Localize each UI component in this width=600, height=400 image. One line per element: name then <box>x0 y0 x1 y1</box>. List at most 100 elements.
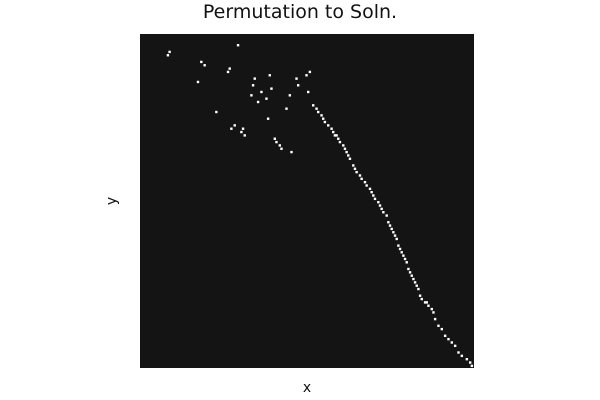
heatmap-cell <box>408 271 412 274</box>
heatmap-cell <box>415 284 418 287</box>
heatmap-cell <box>256 100 260 104</box>
heatmap-cell <box>397 244 400 247</box>
heatmap-cell <box>343 147 347 150</box>
heatmap-cell <box>268 74 271 77</box>
heatmap-cell <box>290 150 293 154</box>
heatmap-cell <box>270 87 273 90</box>
heatmap-cell <box>407 267 410 271</box>
heatmap-cell <box>265 97 268 100</box>
heatmap-cell <box>433 317 437 321</box>
heatmap-cell <box>358 174 362 177</box>
x-axis-label: x <box>302 380 312 396</box>
heatmap-cell <box>295 77 298 80</box>
heatmap-cell <box>353 167 357 170</box>
heatmap-cell <box>315 107 318 110</box>
heatmap-cell <box>355 170 358 174</box>
heatmap-cell <box>423 301 427 304</box>
heatmap-cell <box>425 301 428 304</box>
heatmap-background <box>140 34 474 368</box>
heatmap-cell <box>241 127 245 130</box>
heatmap-cell <box>447 337 450 341</box>
heatmap-cell <box>382 211 385 214</box>
heatmap-cell <box>427 304 430 307</box>
heatmap-cell <box>393 234 397 237</box>
heatmap-cell <box>230 127 233 130</box>
heatmap-cell <box>250 94 253 97</box>
heatmap-cell <box>285 107 288 110</box>
heatmap-cell <box>453 344 457 348</box>
heatmap-cell <box>418 294 422 297</box>
heatmap-cell <box>240 130 243 134</box>
heatmap-cell <box>347 154 350 157</box>
heatmap-cell <box>390 227 393 231</box>
heatmap-cells <box>166 44 474 368</box>
heatmap-cell <box>377 201 380 204</box>
heatmap-cell <box>236 44 240 47</box>
heatmap-cell <box>243 134 246 137</box>
heatmap-cell <box>417 287 420 291</box>
heatmap-cell <box>196 80 200 84</box>
heatmap-cell <box>273 137 276 140</box>
heatmap-cell <box>253 77 256 80</box>
heatmap-cell <box>260 90 263 94</box>
heatmap-cell <box>413 281 417 284</box>
heatmap-cell <box>405 261 408 264</box>
heatmap-cell <box>215 110 218 114</box>
chart-title: Permutation to Soln. <box>202 1 398 23</box>
heatmap-cell <box>312 104 315 107</box>
heatmap-cell <box>388 224 392 227</box>
heatmap-cell <box>330 127 333 130</box>
heatmap-cell <box>348 157 352 160</box>
heatmap-cell <box>385 214 388 217</box>
heatmap-cell <box>450 341 454 344</box>
heatmap-cell <box>307 90 310 94</box>
heatmap-cell <box>370 190 373 194</box>
heatmap-cell <box>437 324 440 327</box>
heatmap-cell <box>420 297 423 301</box>
heatmap-cell <box>412 277 415 281</box>
heatmap-cell <box>432 311 435 314</box>
heatmap-cell <box>395 237 398 241</box>
heatmap-cell <box>457 351 460 354</box>
heatmap-cell <box>305 74 308 77</box>
heatmap-cell <box>327 124 330 127</box>
heatmap-cell <box>342 144 345 147</box>
heatmap-cell <box>168 50 171 54</box>
heatmap-cell <box>332 130 335 134</box>
heatmap-cell <box>365 184 368 187</box>
heatmap-cell <box>266 117 270 120</box>
heatmap-cell <box>430 307 433 311</box>
heatmap-cell <box>410 274 413 277</box>
heatmap-cell <box>228 67 231 70</box>
heatmap-cell <box>368 187 372 191</box>
heatmap-cell <box>335 134 338 137</box>
heatmap-cell <box>320 114 323 117</box>
heatmap-cell <box>333 134 337 137</box>
heatmap-cell <box>398 247 402 251</box>
heatmap-cell <box>460 354 464 358</box>
heatmap-cell <box>372 194 375 197</box>
heatmap-cell <box>338 140 342 144</box>
heatmap-cell <box>440 327 443 331</box>
heatmap-cell <box>363 180 367 184</box>
heatmap-cell <box>470 364 474 368</box>
heatmap-cell <box>317 110 320 114</box>
heatmap-cell <box>373 197 377 201</box>
heatmap-cell <box>360 177 363 181</box>
heatmap-cell <box>288 94 292 97</box>
heatmap-cell <box>226 70 230 74</box>
heatmap-cell <box>280 147 283 150</box>
heatmap-cell <box>380 207 383 211</box>
heatmap-cell <box>400 251 403 254</box>
heatmap-cell <box>402 254 405 257</box>
heatmap-cell <box>352 164 355 167</box>
heatmap-cell <box>308 70 312 74</box>
heatmap-cell <box>378 204 382 207</box>
heatmap-cell <box>200 60 203 64</box>
heatmap-cell <box>465 357 469 361</box>
heatmap-cell <box>278 144 282 147</box>
heatmap-cell <box>203 64 206 67</box>
heatmap-cell <box>392 231 395 234</box>
heatmap-cell <box>337 137 340 140</box>
